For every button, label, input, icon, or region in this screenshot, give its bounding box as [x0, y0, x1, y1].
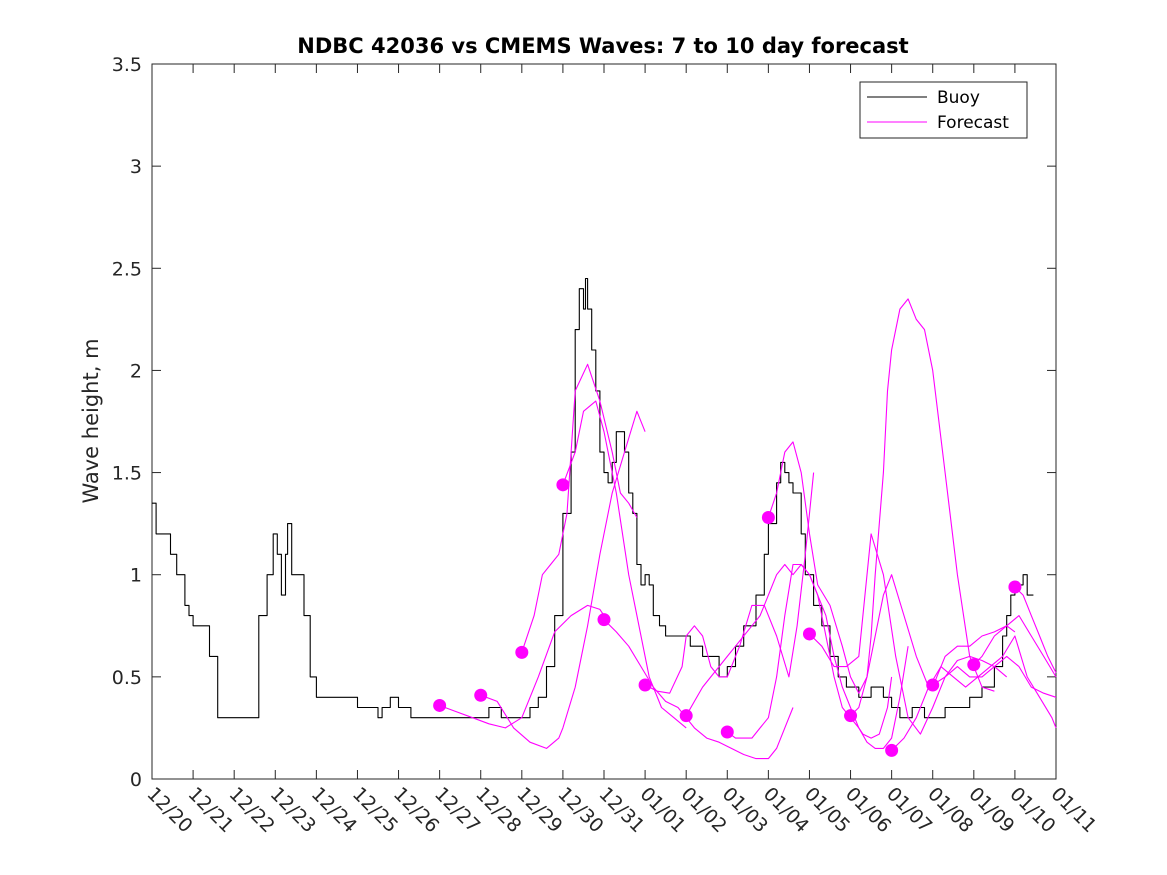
- y-tick-label: 1.5: [112, 463, 142, 485]
- legend-box: [859, 81, 1028, 139]
- series-layer: [152, 277, 1057, 760]
- y-tick-label: 3: [130, 156, 142, 178]
- forecast-series-line: [973, 615, 1057, 678]
- forecast-start-marker: [761, 511, 775, 525]
- legend-buoy-label: Buoy: [937, 88, 980, 108]
- forecast-start-marker: [720, 725, 734, 739]
- forecast-series-line: [644, 472, 815, 694]
- forecast-start-marker: [597, 613, 611, 627]
- forecast-series-line: [603, 619, 794, 760]
- y-axis-label: Wave height, m: [79, 338, 103, 503]
- forecast-series-line: [932, 655, 1057, 698]
- forecast-start-marker: [926, 678, 940, 692]
- y-tick-label: 1: [130, 565, 142, 587]
- forecast-start-marker: [515, 645, 529, 659]
- forecast-series-line: [521, 363, 638, 653]
- forecast-series-line: [1014, 586, 1057, 674]
- y-tick-label: 0.5: [112, 667, 142, 689]
- y-tick-label: 2: [130, 360, 142, 382]
- legend: Buoy Forecast: [859, 81, 1028, 139]
- plot-area: [151, 63, 1057, 780]
- forecast-series-line: [809, 533, 1008, 735]
- forecast-start-marker: [844, 709, 858, 723]
- forecast-series-line: [562, 400, 687, 729]
- forecast-start-marker: [556, 478, 570, 492]
- chart-title: NDBC 42036 vs CMEMS Waves: 7 to 10 day f…: [297, 34, 908, 58]
- forecast-start-marker: [433, 698, 447, 712]
- forecast-start-marker: [1008, 580, 1022, 594]
- legend-forecast-label: Forecast: [937, 113, 1009, 133]
- y-tick-label: 2.5: [112, 258, 142, 280]
- forecast-markers: [433, 478, 1022, 757]
- y-tick-label: 3.5: [112, 54, 142, 76]
- forecast-series-line: [850, 298, 995, 717]
- forecast-start-marker: [967, 658, 981, 672]
- forecast-start-marker: [679, 709, 693, 723]
- forecast-series-line: [726, 563, 909, 749]
- forecast-start-marker: [802, 627, 816, 641]
- forecast-start-marker: [474, 688, 488, 702]
- y-tick-label: 0: [130, 769, 142, 791]
- forecast-series-line: [439, 604, 605, 729]
- forecast-series-line: [480, 410, 646, 749]
- forecast-start-marker: [638, 678, 652, 692]
- forecast-start-marker: [885, 743, 899, 757]
